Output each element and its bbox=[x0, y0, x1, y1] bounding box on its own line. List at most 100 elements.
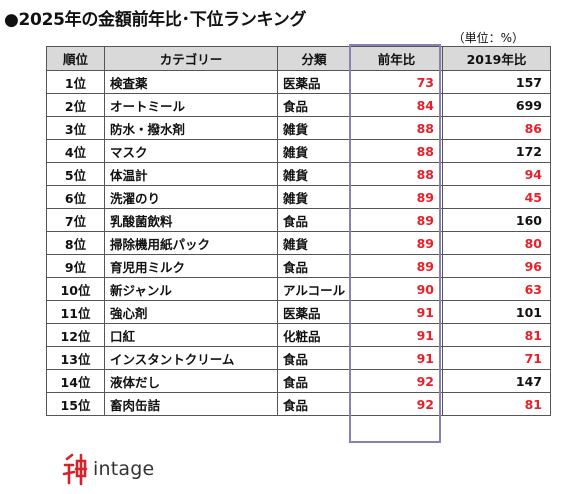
table-row: 3位 防水・撥水剤 雑貨 88 86 bbox=[46, 116, 551, 140]
intage-mark-icon bbox=[62, 453, 88, 486]
cell-type: 医薬品 bbox=[277, 70, 351, 94]
table-row: 10位 新ジャンル アルコール 90 63 bbox=[46, 277, 551, 301]
cell-yoy: 90 bbox=[350, 277, 443, 301]
cell-category: 強心剤 bbox=[104, 300, 278, 324]
cell-type: 雑貨 bbox=[277, 231, 351, 255]
cell-type: 食品 bbox=[277, 208, 351, 232]
cell-rank: 6位 bbox=[46, 185, 105, 209]
cell-yoy: 88 bbox=[350, 139, 443, 163]
cell-vs2019: 699 bbox=[442, 93, 551, 117]
cell-yoy: 91 bbox=[350, 323, 443, 347]
cell-vs2019: 160 bbox=[442, 208, 551, 232]
cell-type: 食品 bbox=[277, 93, 351, 117]
header-vs2019: 2019年比 bbox=[442, 46, 551, 71]
cell-type: 食品 bbox=[277, 346, 351, 370]
cell-category: 乳酸菌飲料 bbox=[104, 208, 278, 232]
table-header-row: 順位 カテゴリー 分類 前年比 2019年比 bbox=[46, 46, 551, 71]
cell-type: アルコール bbox=[277, 277, 351, 301]
cell-vs2019: 80 bbox=[442, 231, 551, 255]
cell-yoy: 73 bbox=[350, 70, 443, 94]
table-row: 5位 体温計 雑貨 88 94 bbox=[46, 162, 551, 186]
table-row: 2位 オートミール 食品 84 699 bbox=[46, 93, 551, 117]
cell-category: インスタントクリーム bbox=[104, 346, 278, 370]
cell-type: 医薬品 bbox=[277, 300, 351, 324]
table-row: 8位 掃除機用紙パック 雑貨 89 80 bbox=[46, 231, 551, 255]
cell-rank: 10位 bbox=[46, 277, 105, 301]
cell-yoy: 89 bbox=[350, 254, 443, 278]
table-row: 9位 育児用ミルク 食品 89 96 bbox=[46, 254, 551, 278]
cell-yoy: 84 bbox=[350, 93, 443, 117]
cell-category: 口紅 bbox=[104, 323, 278, 347]
cell-rank: 1位 bbox=[46, 70, 105, 94]
cell-category: 検査薬 bbox=[104, 70, 278, 94]
cell-type: 食品 bbox=[277, 254, 351, 278]
cell-rank: 2位 bbox=[46, 93, 105, 117]
cell-category: 畜肉缶詰 bbox=[104, 392, 278, 416]
cell-category: マスク bbox=[104, 139, 278, 163]
cell-rank: 7位 bbox=[46, 208, 105, 232]
cell-vs2019: 86 bbox=[442, 116, 551, 140]
table-row: 4位 マスク 雑貨 88 172 bbox=[46, 139, 551, 163]
cell-rank: 15位 bbox=[46, 392, 105, 416]
table-row: 11位 強心剤 医薬品 91 101 bbox=[46, 300, 551, 324]
cell-yoy: 92 bbox=[350, 369, 443, 393]
cell-vs2019: 157 bbox=[442, 70, 551, 94]
cell-vs2019: 96 bbox=[442, 254, 551, 278]
cell-vs2019: 147 bbox=[442, 369, 551, 393]
table-body: 1位 検査薬 医薬品 73 157 2位 オートミール 食品 84 699 3位 防水・撥水剤 雑貨 88… bbox=[46, 70, 551, 416]
cell-category: オートミール bbox=[104, 93, 278, 117]
cell-category: 新ジャンル bbox=[104, 277, 278, 301]
cell-yoy: 89 bbox=[350, 231, 443, 255]
logo-wordmark: intage bbox=[93, 458, 155, 480]
header-rank: 順位 bbox=[46, 46, 105, 71]
page-title: ●2025年の金額前年比･下位ランキング bbox=[4, 10, 307, 30]
cell-yoy: 88 bbox=[350, 162, 443, 186]
cell-rank: 9位 bbox=[46, 254, 105, 278]
cell-vs2019: 172 bbox=[442, 139, 551, 163]
cell-yoy: 89 bbox=[350, 208, 443, 232]
cell-vs2019: 81 bbox=[442, 392, 551, 416]
cell-yoy: 91 bbox=[350, 346, 443, 370]
unit-note: （単位：%） bbox=[452, 31, 524, 45]
cell-type: 雑貨 bbox=[277, 162, 351, 186]
cell-type: 雑貨 bbox=[277, 139, 351, 163]
cell-rank: 4位 bbox=[46, 139, 105, 163]
cell-type: 雑貨 bbox=[277, 116, 351, 140]
cell-yoy: 88 bbox=[350, 116, 443, 140]
cell-category: 育児用ミルク bbox=[104, 254, 278, 278]
cell-rank: 11位 bbox=[46, 300, 105, 324]
cell-category: 防水・撥水剤 bbox=[104, 116, 278, 140]
table-row: 7位 乳酸菌飲料 食品 89 160 bbox=[46, 208, 551, 232]
table-row: 15位 畜肉缶詰 食品 92 81 bbox=[46, 392, 551, 416]
cell-vs2019: 94 bbox=[442, 162, 551, 186]
table-row: 13位 インスタントクリーム 食品 91 71 bbox=[46, 346, 551, 370]
header-category: カテゴリー bbox=[104, 46, 278, 71]
cell-rank: 8位 bbox=[46, 231, 105, 255]
cell-type: 食品 bbox=[277, 369, 351, 393]
cell-type: 食品 bbox=[277, 392, 351, 416]
header-yoy: 前年比 bbox=[350, 46, 443, 71]
cell-rank: 14位 bbox=[46, 369, 105, 393]
cell-rank: 13位 bbox=[46, 346, 105, 370]
cell-type: 雑貨 bbox=[277, 185, 351, 209]
cell-type: 化粧品 bbox=[277, 323, 351, 347]
cell-rank: 3位 bbox=[46, 116, 105, 140]
cell-category: 洗濯のり bbox=[104, 185, 278, 209]
header-type: 分類 bbox=[277, 46, 351, 71]
table-row: 6位 洗濯のり 雑貨 89 45 bbox=[46, 185, 551, 209]
cell-vs2019: 63 bbox=[442, 277, 551, 301]
cell-vs2019: 71 bbox=[442, 346, 551, 370]
cell-yoy: 91 bbox=[350, 300, 443, 324]
table-row: 12位 口紅 化粧品 91 81 bbox=[46, 323, 551, 347]
cell-category: 掃除機用紙パック bbox=[104, 231, 278, 255]
cell-yoy: 89 bbox=[350, 185, 443, 209]
intage-logo: intage bbox=[62, 451, 154, 487]
cell-vs2019: 45 bbox=[442, 185, 551, 209]
cell-rank: 5位 bbox=[46, 162, 105, 186]
cell-yoy: 92 bbox=[350, 392, 443, 416]
cell-category: 液体だし bbox=[104, 369, 278, 393]
cell-rank: 12位 bbox=[46, 323, 105, 347]
ranking-table: 順位 カテゴリー 分類 前年比 2019年比 1位 検査薬 医薬品 73 157 2位 オー… bbox=[46, 46, 551, 416]
cell-vs2019: 101 bbox=[442, 300, 551, 324]
cell-category: 体温計 bbox=[104, 162, 278, 186]
